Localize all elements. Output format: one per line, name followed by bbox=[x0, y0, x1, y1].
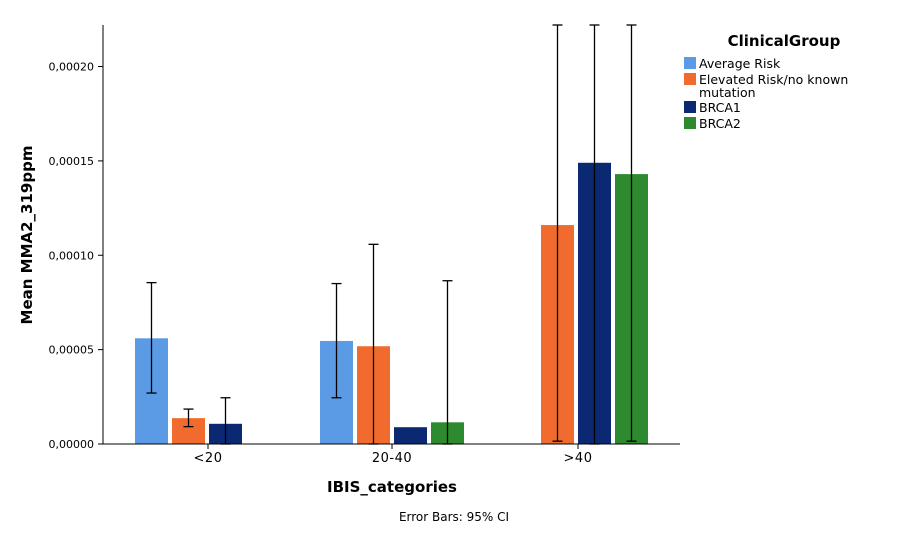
legend-swatch bbox=[684, 57, 696, 69]
legend-label: BRCA1 bbox=[699, 100, 741, 115]
legend-item-average-risk: Average Risk bbox=[684, 56, 781, 71]
y-tick-label: 0,00010 bbox=[49, 249, 95, 262]
error-bar-elevated-risk-no-known-mutation-2 bbox=[552, 24, 563, 442]
error-bar-brca2-1 bbox=[442, 280, 453, 445]
bars-layer bbox=[135, 162, 648, 444]
legend-title: ClinicalGroup bbox=[728, 32, 841, 50]
y-tick-label: 0,00015 bbox=[49, 155, 95, 168]
error-bar-brca2-2 bbox=[626, 24, 637, 442]
y-ticks-layer: 0,00000 0,00005 0,00010 0,00015 0,00020 bbox=[49, 61, 103, 451]
y-tick-label: 0,00005 bbox=[49, 344, 95, 357]
x-tick-label: 20-40 bbox=[372, 451, 412, 466]
legend-swatch bbox=[684, 101, 696, 113]
x-axis-title: IBIS_categories bbox=[327, 478, 457, 496]
x-tick-label: <20 bbox=[194, 451, 223, 466]
legend-swatch bbox=[684, 73, 696, 85]
error-bar-elevated-risk-no-known-mutation-0 bbox=[183, 408, 194, 428]
legend-label: BRCA2 bbox=[699, 116, 741, 131]
legend-label: Elevated Risk/no known mutation bbox=[699, 72, 848, 100]
legend-item-elevated-risk-no-known-mutation: Elevated Risk/no known mutation bbox=[684, 72, 848, 100]
legend-item-brca2: BRCA2 bbox=[684, 116, 741, 131]
legend-item-brca1: BRCA1 bbox=[684, 100, 741, 115]
error-bar-average-risk-1 bbox=[331, 282, 342, 399]
y-tick-label: 0,00000 bbox=[49, 438, 95, 451]
x-tick-label: >40 bbox=[564, 451, 593, 466]
bar-brca1-20-40-1 bbox=[394, 427, 427, 444]
error-bars-footnote: Error Bars: 95% CI bbox=[399, 510, 509, 524]
legend-swatch bbox=[684, 117, 696, 129]
legend-label: Average Risk bbox=[699, 56, 781, 71]
y-tick-label: 0,00020 bbox=[49, 61, 95, 74]
x-labels-layer: <20 20-40 >40 bbox=[194, 444, 593, 466]
error-bar-average-risk-0 bbox=[146, 281, 157, 394]
y-axis-title: Mean MMA2_319ppm bbox=[18, 146, 36, 325]
